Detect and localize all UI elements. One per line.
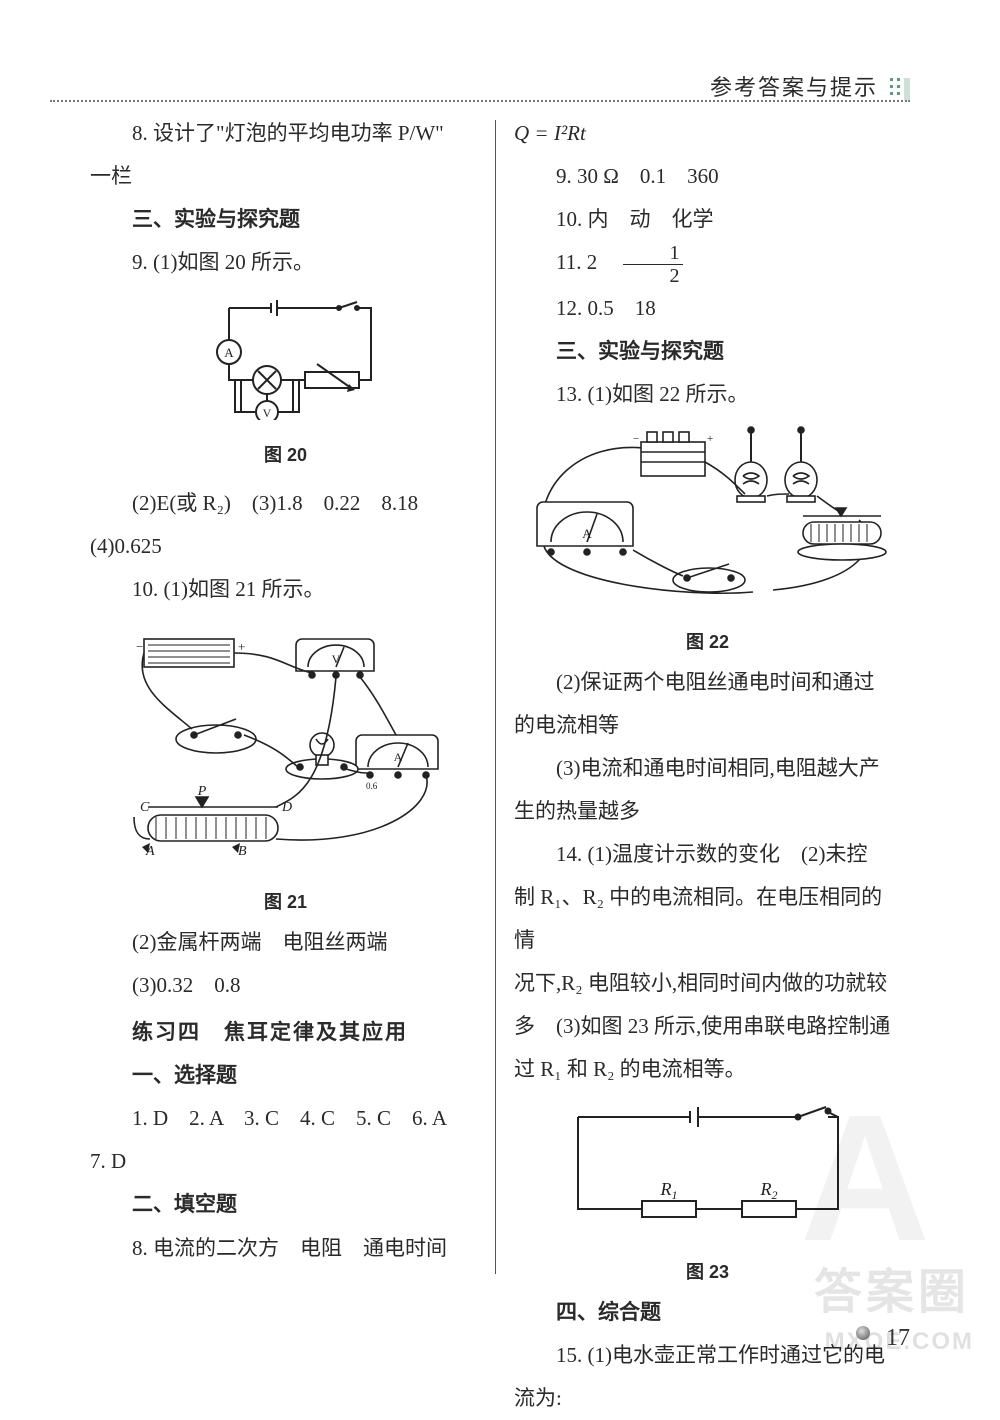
mc-answers-2: 7. D xyxy=(90,1140,481,1183)
svg-text:V: V xyxy=(331,652,340,666)
answer-8: 8. 设计了"灯泡的平均电功率 P/W" xyxy=(90,112,481,155)
answer-13-2: (2)保证两个电阻丝通电时间和通过 xyxy=(514,661,901,704)
section-1-heading: 一、选择题 xyxy=(90,1054,481,1097)
figure-21: + − V A 0.6 xyxy=(90,617,481,882)
header-title: 参考答案与提示 xyxy=(710,75,878,100)
answer-14e: 过 R₁ 和 R₂ 的电流相等。 xyxy=(514,1048,901,1091)
answer-r9: 9. 30 Ω 0.1 360 xyxy=(514,155,901,198)
header-underline xyxy=(50,100,910,102)
answer-9-1: 9. (1)如图 20 所示。 xyxy=(90,241,481,284)
left-column: 8. 设计了"灯泡的平均电功率 P/W" 一栏 三、实验与探究题 9. (1)如… xyxy=(90,112,495,1282)
svg-text:A: A xyxy=(393,750,402,764)
answer-15b: 流为: xyxy=(514,1377,901,1420)
answer-15: 15. (1)电水壶正常工作时通过它的电 xyxy=(514,1334,901,1377)
svg-text:A: A xyxy=(224,345,234,360)
practice-4-title: 练习四 焦耳定律及其应用 xyxy=(90,1011,481,1054)
text: Q = I²Rt xyxy=(514,121,586,145)
answer-10-2: (2)金属杆两端 电阻丝两端 xyxy=(90,921,481,964)
right-column: Q = I²Rt 9. 30 Ω 0.1 360 10. 内 动 化学 11. … xyxy=(496,112,901,1282)
answer-9-4: (4)0.625 xyxy=(90,525,481,568)
answer-13-2b: 的电流相等 xyxy=(514,704,901,747)
text: 8. 设计了"灯泡的平均电功率 P/W" xyxy=(132,121,444,145)
figure-22-label: 图 22 xyxy=(514,624,901,661)
denominator: 2 xyxy=(623,265,683,287)
svg-text:+: + xyxy=(238,639,245,654)
fill-8: 8. 电流的二次方 电阻 通电时间 xyxy=(90,1227,481,1270)
figure-23-label: 图 23 xyxy=(514,1254,901,1291)
experiment-illustration-icon: −+ xyxy=(523,422,893,607)
answer-14d: 多 (3)如图 23 所示,使用串联电路控制通 xyxy=(514,1005,901,1048)
svg-text:B: B xyxy=(238,844,247,859)
experiment-illustration-icon: + − V A 0.6 xyxy=(126,617,446,867)
circuit-diagram-icon: R1 R2 xyxy=(558,1097,858,1237)
figure-20-label: 图 20 xyxy=(90,437,481,474)
svg-text:R1: R1 xyxy=(659,1179,677,1202)
answer-13-3b: 生的热量越多 xyxy=(514,790,901,833)
answer-13-1: 13. (1)如图 22 所示。 xyxy=(514,373,901,416)
answer-9-2: (2)E(或 R₂) (3)1.8 0.22 8.18 xyxy=(90,482,481,525)
svg-text:0.6: 0.6 xyxy=(366,781,378,791)
svg-text:C: C xyxy=(140,800,150,815)
section-3-heading: 三、实验与探究题 xyxy=(90,198,481,241)
svg-text:−: − xyxy=(633,433,639,445)
figure-23: R1 R2 xyxy=(514,1097,901,1252)
answer-8b: 一栏 xyxy=(90,155,481,198)
numerator: 1 xyxy=(623,242,683,265)
answer-14c: 况下,R₂ 电阻较小,相同时间内做的功就较 xyxy=(514,962,901,1005)
figure-20: A V xyxy=(90,290,481,435)
formula-q: Q = I²Rt xyxy=(514,112,901,155)
page-number: 17 xyxy=(886,1325,910,1352)
section-4-heading: 四、综合题 xyxy=(514,1291,901,1334)
answer-10-1: 10. (1)如图 21 所示。 xyxy=(90,568,481,611)
answer-r12: 12. 0.5 18 xyxy=(514,287,901,330)
answer-10-3: (3)0.32 0.8 xyxy=(90,964,481,1007)
section-3-heading-r: 三、实验与探究题 xyxy=(514,330,901,373)
mc-answers: 1. D 2. A 3. C 4. C 5. C 6. A xyxy=(90,1097,481,1140)
answer-13-3: (3)电流和通电时间相同,电阻越大产 xyxy=(514,747,901,790)
content-columns: 8. 设计了"灯泡的平均电功率 P/W" 一栏 三、实验与探究题 9. (1)如… xyxy=(90,112,910,1282)
fraction: 1 2 xyxy=(623,242,683,287)
page-dot-icon xyxy=(856,1326,870,1340)
svg-text:A: A xyxy=(582,526,592,541)
svg-text:R2: R2 xyxy=(759,1179,777,1202)
answer-r10: 10. 内 动 化学 xyxy=(514,198,901,241)
answer-r11: 11. 2 1 2 xyxy=(514,241,901,287)
svg-text:P: P xyxy=(196,784,206,799)
section-2-heading: 二、填空题 xyxy=(90,1183,481,1226)
svg-text:−: − xyxy=(136,639,143,654)
circuit-diagram-icon: A V xyxy=(181,290,391,420)
text: 11. 2 xyxy=(556,250,618,274)
svg-text:V: V xyxy=(262,406,271,420)
svg-text:+: + xyxy=(707,433,713,445)
figure-22: −+ xyxy=(514,422,901,622)
figure-21-label: 图 21 xyxy=(90,884,481,921)
answer-14b: 制 R₁、R₂ 中的电流相同。在电压相同的情 xyxy=(514,876,901,962)
answer-14a: 14. (1)温度计示数的变化 (2)未控 xyxy=(514,833,901,876)
